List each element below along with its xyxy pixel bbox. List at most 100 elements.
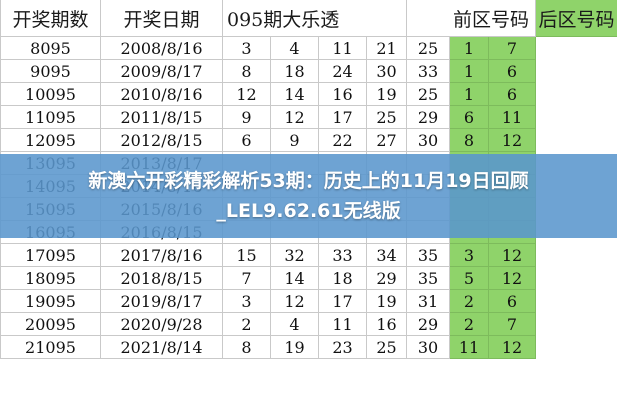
front-number-cell: 32 <box>270 243 319 267</box>
date-cell: 2008/8/16 <box>100 36 223 60</box>
back-number-cell: 2 <box>449 289 490 313</box>
date-cell: 2020/9/28 <box>100 312 223 336</box>
header-back-zone: 后区号码 <box>535 0 617 37</box>
back-number-cell: 7 <box>488 36 537 60</box>
back-number-cell: 12 <box>488 266 537 290</box>
front-number-cell: 24 <box>318 59 367 83</box>
date-cell: 2011/8/15 <box>100 105 223 129</box>
front-number-cell: 14 <box>270 266 319 290</box>
back-number-cell: 3 <box>449 243 490 267</box>
issue-cell: 20095 <box>0 312 101 336</box>
front-number-cell: 27 <box>365 128 408 152</box>
front-number-cell: 14 <box>270 82 319 106</box>
front-number-cell: 17 <box>318 105 367 129</box>
back-number-cell: 8 <box>449 128 490 152</box>
front-number-cell: 25 <box>406 36 451 60</box>
front-number-cell: 17 <box>318 289 367 313</box>
back-number-cell: 7 <box>488 312 537 336</box>
front-number-cell: 19 <box>365 82 408 106</box>
date-cell: 2018/8/15 <box>100 266 223 290</box>
table-row: 19095 2019/8/17 3 12 17 19 31 2 6 <box>0 289 617 313</box>
back-number-cell: 1 <box>449 36 490 60</box>
front-number-cell: 31 <box>406 289 451 313</box>
back-number-cell: 6 <box>449 105 490 129</box>
front-number-cell: 19 <box>365 289 408 313</box>
front-number-cell: 30 <box>406 335 451 359</box>
table-row: 9095 2009/8/17 8 18 24 30 33 1 6 <box>0 59 617 83</box>
header-period-title: 095期大乐透 <box>221 0 408 37</box>
front-number-cell: 30 <box>406 128 451 152</box>
banner-title: 新澳六开彩精彩解析53期：历史上的11月19日回顾_LEL9.62.61无线版 <box>88 170 529 222</box>
front-number-cell: 30 <box>365 59 408 83</box>
date-cell: 2019/8/17 <box>100 289 223 313</box>
back-number-cell: 1 <box>449 82 490 106</box>
back-number-cell: 1 <box>449 59 490 83</box>
back-number-cell: 12 <box>488 335 537 359</box>
back-number-cell: 12 <box>488 243 537 267</box>
front-number-cell: 16 <box>318 82 367 106</box>
front-number-cell: 11 <box>318 36 367 60</box>
header-issue: 开奖期数 <box>0 0 101 37</box>
back-number-cell: 6 <box>488 82 537 106</box>
table-row: 18095 2018/8/15 7 14 18 29 35 5 12 <box>0 266 617 290</box>
header-row: 开奖期数 开奖日期 095期大乐透 前区号码 后区号码 <box>0 0 617 37</box>
front-number-cell: 18 <box>318 266 367 290</box>
back-number-cell: 11 <box>449 335 490 359</box>
front-number-cell: 8 <box>222 59 271 83</box>
back-number-cell: 11 <box>488 105 537 129</box>
back-number-cell: 5 <box>449 266 490 290</box>
table-row: 20095 2020/9/28 2 4 11 16 29 2 7 <box>0 312 617 336</box>
issue-cell: 11095 <box>0 105 101 129</box>
issue-cell: 10095 <box>0 82 101 106</box>
front-number-cell: 12 <box>270 105 319 129</box>
front-number-cell: 29 <box>406 105 451 129</box>
front-number-cell: 34 <box>365 243 408 267</box>
table-row: 8095 2008/8/16 3 4 11 21 25 1 7 <box>0 36 617 60</box>
front-number-cell: 15 <box>222 243 271 267</box>
back-number-cell: 6 <box>488 59 537 83</box>
issue-cell: 8095 <box>0 36 101 60</box>
front-number-cell: 4 <box>270 312 319 336</box>
issue-cell: 18095 <box>0 266 101 290</box>
date-cell: 2010/8/16 <box>100 82 223 106</box>
front-number-cell: 33 <box>318 243 367 267</box>
front-number-cell: 3 <box>222 36 271 60</box>
issue-cell: 19095 <box>0 289 101 313</box>
front-number-cell: 33 <box>406 59 451 83</box>
date-cell: 2021/8/14 <box>100 335 223 359</box>
header-date: 开奖日期 <box>100 0 223 37</box>
front-number-cell: 16 <box>365 312 408 336</box>
issue-cell: 9095 <box>0 59 101 83</box>
front-number-cell: 29 <box>365 266 408 290</box>
issue-cell: 12095 <box>0 128 101 152</box>
front-number-cell: 21 <box>365 36 408 60</box>
issue-cell: 21095 <box>0 335 101 359</box>
front-number-cell: 7 <box>222 266 271 290</box>
front-number-cell: 25 <box>406 82 451 106</box>
front-number-cell: 12 <box>270 289 319 313</box>
front-number-cell: 25 <box>365 335 408 359</box>
back-number-cell: 12 <box>488 128 537 152</box>
front-number-cell: 29 <box>406 312 451 336</box>
front-number-cell: 23 <box>318 335 367 359</box>
front-number-cell: 6 <box>222 128 271 152</box>
back-number-cell: 6 <box>488 289 537 313</box>
date-cell: 2017/8/16 <box>100 243 223 267</box>
front-number-cell: 8 <box>222 335 271 359</box>
front-number-cell: 25 <box>365 105 408 129</box>
front-number-cell: 35 <box>406 243 451 267</box>
issue-cell: 17095 <box>0 243 101 267</box>
front-number-cell: 22 <box>318 128 367 152</box>
table-row: 17095 2017/8/16 15 32 33 34 35 3 12 <box>0 243 617 267</box>
front-number-cell: 18 <box>270 59 319 83</box>
front-number-cell: 19 <box>270 335 319 359</box>
title-banner: 新澳六开彩精彩解析53期：历史上的11月19日回顾_LEL9.62.61无线版 <box>0 154 617 238</box>
table-row: 12095 2012/8/15 6 9 22 27 30 8 12 <box>0 128 617 152</box>
table-row: 10095 2010/8/16 12 14 16 19 25 1 6 <box>0 82 617 106</box>
back-number-cell: 2 <box>449 312 490 336</box>
front-number-cell: 3 <box>222 289 271 313</box>
front-number-cell: 4 <box>270 36 319 60</box>
front-number-cell: 9 <box>270 128 319 152</box>
table-row: 21095 2021/8/14 8 19 23 25 30 11 12 <box>0 335 617 359</box>
date-cell: 2012/8/15 <box>100 128 223 152</box>
